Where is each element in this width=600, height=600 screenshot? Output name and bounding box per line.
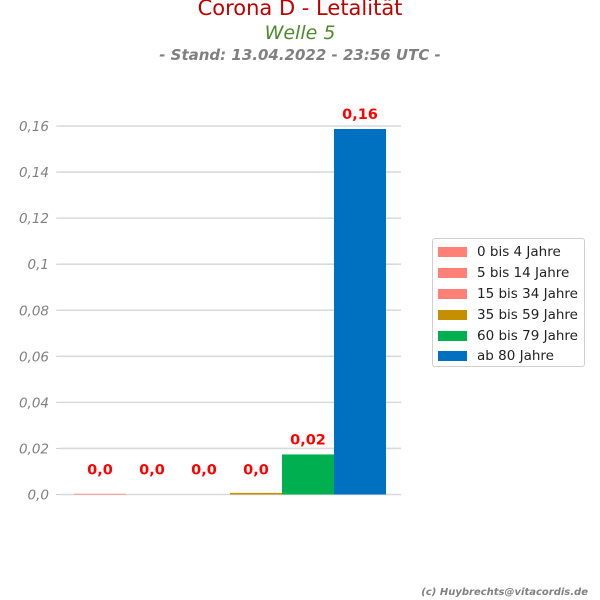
- legend-label: 60 bis 79 Jahre: [477, 327, 578, 344]
- y-tick-label: 0,02: [19, 441, 49, 457]
- bar-1: [74, 493, 126, 495]
- y-tick-label: 0,16: [19, 119, 49, 135]
- legend-label: ab 80 Jahre: [477, 348, 554, 365]
- data-label: 0,02: [290, 432, 326, 448]
- bars: [74, 128, 386, 495]
- y-axis-ticks: 0,0 0,02 0,04 0,06 0,08 0,1 0,12 0,14 0,16: [19, 119, 60, 504]
- legend-swatch: [438, 268, 467, 279]
- data-labels: 0,0 0,0 0,0 0,0 0,02 0,16: [87, 107, 378, 479]
- legend-item: 60 bis 79 Jahre: [433, 325, 584, 346]
- data-label: 0,0: [87, 463, 113, 479]
- legend-label: 5 bis 14 Jahre: [477, 265, 570, 282]
- chart-date-stamp: - Stand: 13.04.2022 - 23:56 UTC -: [159, 46, 441, 64]
- legend-label: 0 bis 4 Jahre: [477, 244, 561, 261]
- y-tick-label: 0,04: [19, 395, 49, 411]
- legend-label: 35 bis 59 Jahre: [477, 306, 578, 323]
- legend-item: 35 bis 59 Jahre: [433, 304, 584, 325]
- legend-swatch: [438, 247, 467, 258]
- y-tick-label: 0,0: [28, 488, 49, 504]
- copyright-credit: (c) Huybrechts@vitacordis.de: [421, 587, 588, 598]
- legend-swatch: [438, 309, 467, 320]
- legend-item: ab 80 Jahre: [433, 346, 584, 367]
- bar-6: [334, 128, 386, 495]
- chart-title: Corona D - Letalität: [197, 0, 403, 20]
- legend-label: 15 bis 34 Jahre: [477, 285, 578, 302]
- legend: 0 bis 4 Jahre 5 bis 14 Jahre 15 bis 34 Jah…: [432, 238, 585, 367]
- data-label: 0,16: [342, 107, 378, 123]
- bar-5: [282, 454, 334, 495]
- y-tick-label: 0,06: [19, 349, 49, 365]
- data-label: 0,0: [243, 463, 269, 479]
- y-tick-label: 0,12: [19, 211, 49, 227]
- bar-4: [230, 492, 282, 495]
- data-label: 0,0: [191, 463, 217, 479]
- y-tick-label: 0,08: [19, 303, 49, 319]
- y-tick-label: 0,14: [19, 165, 49, 181]
- data-label: 0,0: [139, 463, 165, 479]
- legend-item: 15 bis 34 Jahre: [433, 284, 584, 305]
- legend-swatch: [438, 330, 467, 341]
- chart-subtitle: Welle 5: [264, 22, 336, 44]
- legend-swatch: [438, 288, 467, 299]
- legend-swatch: [438, 351, 467, 362]
- legend-item: 0 bis 4 Jahre: [433, 242, 584, 263]
- legend-item: 5 bis 14 Jahre: [433, 263, 584, 284]
- y-tick-label: 0,1: [28, 257, 49, 273]
